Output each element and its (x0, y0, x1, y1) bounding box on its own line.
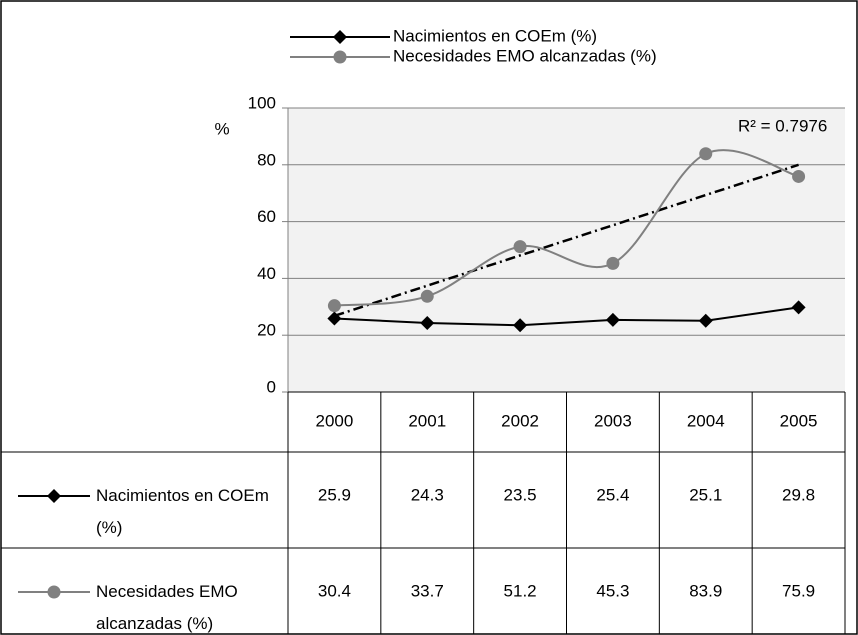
marker (420, 315, 435, 330)
y-axis-label: % (214, 119, 229, 138)
marker (605, 312, 620, 327)
x-tick-label: 2001 (408, 411, 446, 430)
marker (513, 318, 528, 333)
marker (327, 299, 341, 313)
legend-marker (333, 30, 347, 44)
marker (513, 240, 527, 254)
legend-label: Necesidades EMO alcanzadas (%) (393, 46, 657, 65)
table-value: 25.9 (318, 485, 351, 504)
table-value: 30.4 (318, 581, 351, 600)
y-tick-label: 100 (248, 93, 276, 112)
x-tick-label: 2002 (501, 411, 539, 430)
table-value: 29.8 (782, 485, 815, 504)
table-row-label: Nacimientos en COEm (%) (96, 486, 269, 537)
y-tick-label: 60 (257, 207, 276, 226)
plot-area (288, 108, 845, 392)
legend-marker (47, 489, 61, 503)
x-tick-label: 2004 (687, 411, 725, 430)
marker (606, 256, 620, 270)
series-line (334, 306, 799, 327)
marker (420, 289, 434, 303)
table-value: 33.7 (411, 581, 444, 600)
y-tick-label: 80 (257, 150, 276, 169)
table-value: 83.9 (689, 581, 722, 600)
table-value: 23.5 (504, 485, 537, 504)
table-value: 24.3 (411, 485, 444, 504)
table-value: 75.9 (782, 581, 815, 600)
legend-marker (333, 50, 347, 64)
annotation: R² = 0.7976 (738, 116, 827, 135)
x-tick-label: 2003 (594, 411, 632, 430)
legend-label: Nacimientos en COEm (%) (393, 26, 597, 45)
marker (792, 169, 806, 183)
legend-marker (47, 585, 61, 599)
y-tick-label: 40 (257, 264, 276, 283)
trendline (334, 163, 799, 318)
y-tick-label: 0 (267, 377, 276, 396)
table-value: 45.3 (596, 581, 629, 600)
table-row-label: Necesidades EMO alcanzadas (%) (96, 582, 238, 633)
table-value: 25.4 (596, 485, 629, 504)
x-tick-label: 2000 (316, 411, 354, 430)
table-value: 51.2 (504, 581, 537, 600)
x-tick-label: 2005 (780, 411, 818, 430)
marker (791, 300, 806, 315)
y-tick-label: 20 (257, 321, 276, 340)
table-value: 25.1 (689, 485, 722, 504)
marker (698, 313, 713, 328)
marker (699, 147, 713, 161)
